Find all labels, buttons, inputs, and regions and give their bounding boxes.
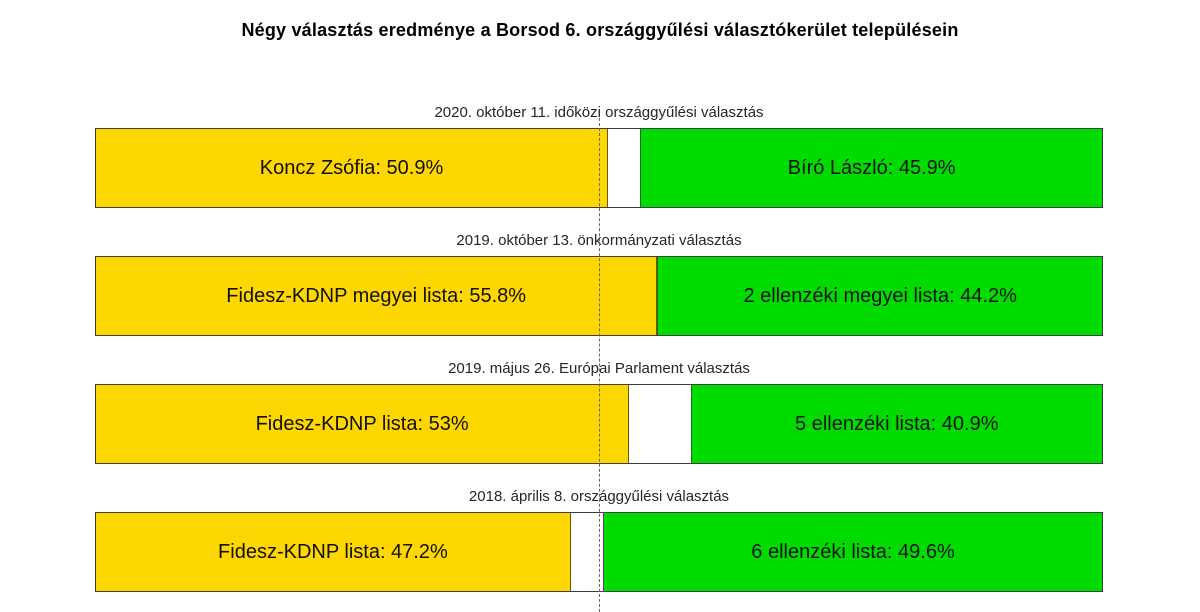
left-segment: Koncz Zsófia: 50.9% [96, 129, 609, 207]
left-segment: Fidesz-KDNP lista: 47.2% [96, 513, 571, 591]
right-segment: Bíró László: 45.9% [640, 129, 1102, 207]
bar-group-label: 2020. október 11. időközi országgyűlési … [434, 104, 764, 121]
right-segment: 2 ellenzéki megyei lista: 44.2% [657, 257, 1102, 335]
segment-value-label: 2 ellenzéki megyei lista: 44.2% [743, 284, 1017, 307]
segment-value-label: Bíró László: 45.9% [787, 156, 956, 179]
fifty-percent-dashed-line [599, 118, 600, 612]
segment-value-label: Koncz Zsófia: 50.9% [259, 156, 444, 179]
bar-group-label: 2019. október 13. önkormányzati választá… [456, 232, 742, 249]
segment-value-label: 6 ellenzéki lista: 49.6% [751, 540, 955, 563]
segment-value-label: Fidesz-KDNP megyei lista: 55.8% [226, 284, 527, 307]
right-segment: 5 ellenzéki lista: 40.9% [690, 385, 1102, 463]
segment-value-label: Fidesz-KDNP lista: 53% [255, 412, 469, 435]
left-segment: Fidesz-KDNP megyei lista: 55.8% [96, 257, 658, 335]
bar-group-label: 2018. április 8. országgyűlési választás [468, 488, 730, 505]
chart-title: Négy választás eredménye a Borsod 6. ors… [241, 20, 959, 40]
stacked-bar: Fidesz-KDNP megyei lista: 55.8% 2 ellenz… [95, 256, 1103, 336]
stacked-bar: Fidesz-KDNP lista: 47.2% 6 ellenzéki lis… [95, 512, 1103, 592]
chart-plot-area: 2020. október 11. időközi országgyűlési … [95, 0, 1103, 612]
right-segment: 6 ellenzéki lista: 49.6% [603, 513, 1102, 591]
magenta-reference-line [603, 512, 605, 592]
segment-value-label: Fidesz-KDNP lista: 47.2% [218, 540, 448, 563]
segment-value-label: 5 ellenzéki lista: 40.9% [795, 412, 999, 435]
left-segment: Fidesz-KDNP lista: 53% [96, 385, 630, 463]
